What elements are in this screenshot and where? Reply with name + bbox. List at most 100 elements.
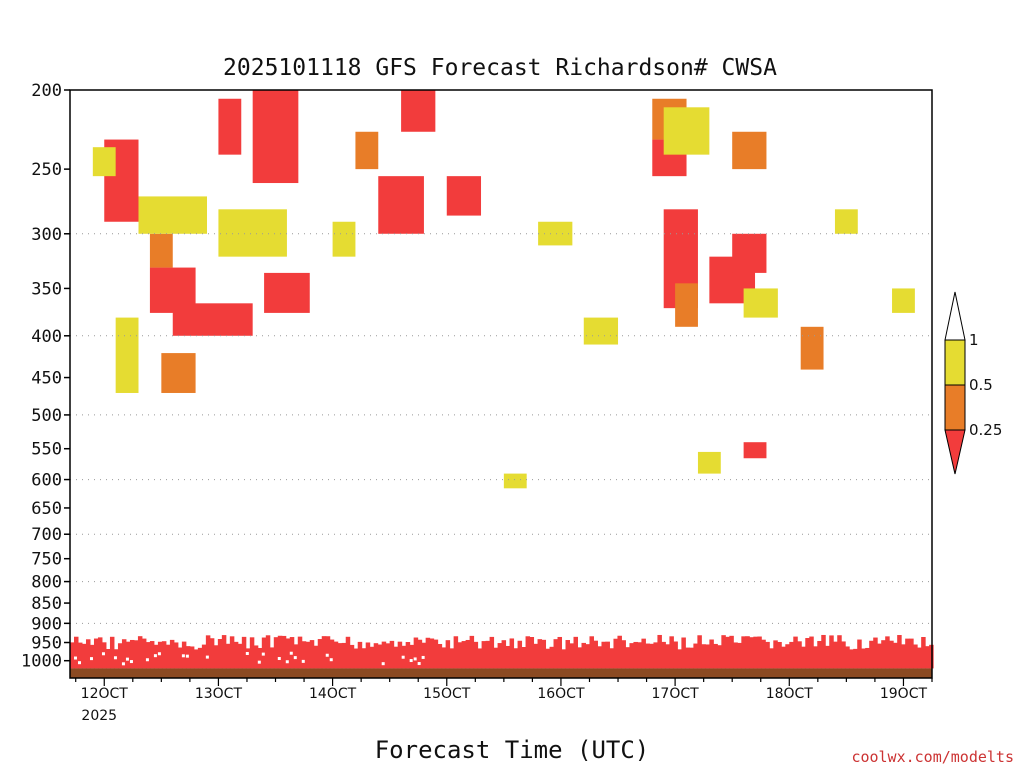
bl-cell <box>873 637 878 669</box>
bl-cell <box>285 638 291 669</box>
bl-cell <box>145 642 151 669</box>
bl-cell <box>445 640 451 669</box>
bl-cell <box>433 639 439 669</box>
bl-cell <box>193 649 199 669</box>
bl-cell <box>565 640 571 669</box>
bl-cell <box>149 641 155 669</box>
bl-cell <box>437 643 443 669</box>
bl-gap <box>301 659 305 663</box>
patch-2-4 <box>332 221 356 257</box>
bl-cell <box>137 636 143 669</box>
bl-cell <box>161 641 167 669</box>
bl-cell <box>389 640 395 669</box>
bl-cell <box>597 646 602 669</box>
bl-cell <box>257 647 263 669</box>
bl-cell <box>609 648 614 669</box>
bl-cell <box>589 636 594 669</box>
bl-cell <box>725 636 730 669</box>
y-tick-label: 500 <box>31 406 62 426</box>
bl-cell <box>793 636 798 669</box>
bl-cell <box>425 637 431 669</box>
bl-cell <box>481 641 487 669</box>
bl-cell <box>877 643 882 669</box>
bl-cell <box>841 641 846 669</box>
colorbar-orange <box>944 384 966 431</box>
bl-cell <box>509 638 515 669</box>
bl-cell <box>345 636 351 669</box>
bl-cell <box>869 640 874 669</box>
bl-cell <box>697 635 702 669</box>
bl-cell <box>777 641 782 669</box>
bl-cell <box>801 646 806 669</box>
y-tick-label: 350 <box>31 279 62 299</box>
bl-gap <box>245 651 249 655</box>
patch-1-0 <box>355 131 379 170</box>
bl-cell <box>321 636 327 669</box>
x-tick-label: 17OCT <box>652 686 700 702</box>
bl-cell <box>233 641 239 669</box>
bl-gap <box>77 661 81 665</box>
bl-cell <box>549 646 555 669</box>
x-tick-label: 13OCT <box>195 686 243 702</box>
bl-gap <box>257 660 261 664</box>
bl-gap <box>289 651 293 655</box>
bl-gap <box>409 659 413 663</box>
bl-gap <box>157 652 161 656</box>
bl-cell <box>813 646 818 669</box>
bl-cell <box>341 642 347 669</box>
bl-cell <box>733 642 738 669</box>
bl-cell <box>213 645 219 669</box>
patch-2-3 <box>218 209 287 257</box>
colorbar-top-arrow <box>944 291 966 341</box>
bl-cell <box>473 641 479 669</box>
bl-cell <box>197 647 203 669</box>
bl-cell <box>837 635 842 669</box>
bl-gap <box>73 656 77 660</box>
patch-0-5 <box>446 176 482 216</box>
patch-1-5 <box>675 283 698 327</box>
bl-cell <box>825 645 830 669</box>
y-tick-label: 950 <box>31 634 62 654</box>
bl-cell <box>417 639 423 669</box>
patch-0-2 <box>252 90 299 184</box>
bl-cell <box>337 643 343 669</box>
patch-0-3 <box>401 90 436 132</box>
bl-cell <box>889 640 894 669</box>
bl-cell <box>265 635 271 669</box>
patch-1-4 <box>161 353 196 393</box>
bl-cell <box>705 644 710 669</box>
axes: 200 250 300 350 400 450 500 550 600 650 700 750 8008… <box>21 81 933 724</box>
bl-gap <box>129 660 133 664</box>
bl-cell <box>73 636 79 669</box>
bl-cell <box>81 643 87 669</box>
bl-cell <box>85 639 91 669</box>
bl-cell <box>301 641 307 669</box>
bl-cell <box>617 635 622 669</box>
y-tick-label: 400 <box>31 327 62 347</box>
bl-cell <box>141 638 147 669</box>
y-tick-label: 200 <box>31 81 62 101</box>
bl-cell <box>789 641 794 669</box>
patch-0-8 <box>264 272 310 313</box>
bl-cell <box>373 643 379 669</box>
bl-gap <box>185 654 189 658</box>
bl-cell <box>721 635 726 669</box>
bl-cell <box>765 641 770 669</box>
patch-0-7 <box>172 303 253 336</box>
bl-cell <box>817 640 822 669</box>
bl-cell <box>529 637 535 669</box>
chart-title: 2025101118 GFS Forecast Richardson# CWSA <box>223 55 777 81</box>
data-patches <box>92 90 915 489</box>
bl-cell <box>449 648 455 669</box>
bl-cell <box>709 639 714 669</box>
bl-gap <box>421 655 425 659</box>
x-tick-sublabel: 2025 <box>81 708 117 724</box>
y-tick-label: 750 <box>31 550 62 570</box>
bl-cell <box>521 647 527 669</box>
bl-cell <box>717 645 722 669</box>
bl-cell <box>249 637 255 669</box>
bl-cell <box>901 644 906 669</box>
bl-cell <box>541 639 547 669</box>
bl-cell <box>469 635 475 669</box>
bl-cell <box>581 642 586 669</box>
